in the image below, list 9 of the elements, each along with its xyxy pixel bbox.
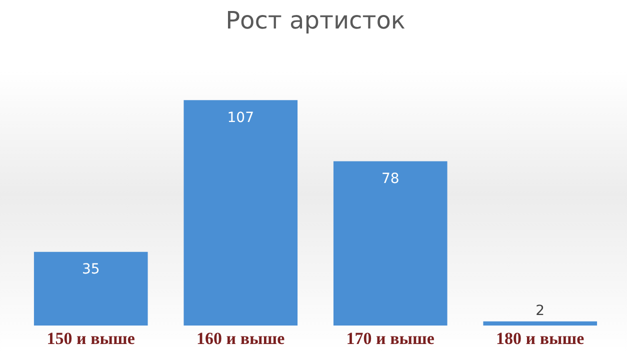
x-tick-label: 150 и выше [46,329,136,348]
x-tick-label: 180 и выше [496,329,585,348]
x-tick-label: 170 и выше [346,329,435,348]
x-tick-label: 160 и выше [196,329,286,348]
chart-title: Рост артисток [226,6,406,35]
data-label: 35 [82,262,100,278]
data-label: 107 [227,110,254,126]
data-label: 78 [381,170,400,187]
data-label: 2 [536,303,545,320]
